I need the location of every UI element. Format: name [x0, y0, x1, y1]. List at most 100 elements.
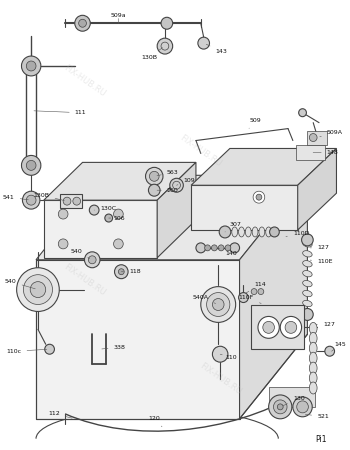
Text: 148: 148	[313, 150, 338, 155]
Ellipse shape	[303, 270, 312, 277]
Circle shape	[89, 205, 99, 215]
Circle shape	[58, 239, 68, 249]
Circle shape	[211, 245, 217, 251]
Circle shape	[21, 56, 41, 76]
Ellipse shape	[309, 372, 317, 384]
Circle shape	[113, 239, 123, 249]
Circle shape	[45, 344, 55, 354]
Ellipse shape	[303, 241, 312, 247]
Bar	[307, 130, 327, 144]
Text: 130: 130	[283, 396, 304, 406]
Text: 540: 540	[5, 279, 35, 289]
Text: 120: 120	[148, 416, 162, 427]
Circle shape	[17, 268, 59, 311]
Circle shape	[170, 178, 183, 192]
Polygon shape	[36, 176, 307, 260]
Circle shape	[273, 400, 287, 414]
Text: 509: 509	[249, 118, 261, 128]
Text: 509a: 509a	[111, 13, 126, 18]
Text: 110F: 110F	[239, 295, 261, 303]
Text: 127: 127	[316, 322, 335, 327]
Bar	[251, 305, 304, 349]
Text: 110c: 110c	[6, 349, 47, 354]
Text: 114: 114	[246, 282, 266, 293]
Circle shape	[297, 401, 308, 413]
Circle shape	[219, 226, 231, 238]
Bar	[268, 387, 315, 407]
Text: FIX-HUB.RU: FIX-HUB.RU	[62, 262, 107, 297]
Ellipse shape	[252, 227, 258, 237]
Circle shape	[253, 191, 265, 203]
Polygon shape	[191, 185, 298, 230]
Text: 260: 260	[157, 188, 178, 193]
Circle shape	[212, 298, 224, 310]
Text: 110E: 110E	[310, 259, 332, 264]
Text: FIX-HUB.RU: FIX-HUB.RU	[178, 133, 223, 168]
Ellipse shape	[309, 322, 317, 334]
Circle shape	[63, 197, 71, 205]
Polygon shape	[44, 162, 196, 200]
Text: 106: 106	[109, 216, 125, 220]
Circle shape	[88, 256, 96, 264]
Text: 143: 143	[206, 44, 227, 54]
Circle shape	[256, 194, 262, 200]
Circle shape	[205, 245, 210, 251]
Circle shape	[212, 346, 228, 362]
Text: 118: 118	[121, 269, 141, 274]
Circle shape	[30, 282, 46, 297]
Circle shape	[325, 346, 335, 356]
Text: 540: 540	[71, 249, 90, 258]
Polygon shape	[239, 176, 307, 419]
Bar	[60, 194, 82, 208]
Polygon shape	[157, 162, 196, 258]
Text: 112: 112	[49, 411, 72, 418]
Text: FIX-HUB.RU: FIX-HUB.RU	[198, 361, 243, 397]
Circle shape	[114, 265, 128, 279]
Ellipse shape	[303, 280, 312, 287]
Circle shape	[146, 167, 163, 185]
Circle shape	[26, 160, 36, 171]
Ellipse shape	[309, 342, 317, 354]
Circle shape	[58, 209, 68, 219]
Text: 127: 127	[310, 245, 329, 250]
Circle shape	[277, 404, 283, 410]
Text: 541: 541	[3, 195, 28, 200]
Polygon shape	[298, 148, 336, 230]
Circle shape	[23, 274, 52, 305]
Polygon shape	[36, 260, 239, 419]
Text: 110: 110	[220, 354, 237, 360]
Circle shape	[84, 252, 100, 268]
Circle shape	[285, 321, 297, 333]
Text: 307: 307	[225, 222, 242, 232]
Circle shape	[161, 17, 173, 29]
Circle shape	[309, 134, 317, 141]
Ellipse shape	[309, 362, 317, 374]
Text: 140: 140	[217, 248, 237, 256]
Circle shape	[263, 321, 274, 333]
Circle shape	[230, 243, 239, 253]
Text: 521: 521	[305, 414, 329, 419]
Bar	[296, 145, 325, 160]
Ellipse shape	[303, 290, 312, 297]
Ellipse shape	[309, 382, 317, 394]
Circle shape	[218, 245, 224, 251]
Circle shape	[22, 191, 40, 209]
Ellipse shape	[266, 227, 272, 237]
Circle shape	[302, 234, 313, 246]
Ellipse shape	[303, 261, 312, 267]
Ellipse shape	[232, 227, 238, 237]
Polygon shape	[44, 200, 157, 258]
Circle shape	[75, 15, 90, 31]
Circle shape	[280, 316, 302, 338]
Ellipse shape	[309, 333, 317, 344]
Circle shape	[157, 38, 173, 54]
Ellipse shape	[303, 310, 312, 317]
Circle shape	[21, 155, 41, 176]
Circle shape	[258, 288, 264, 295]
Circle shape	[201, 287, 236, 322]
Text: 110D: 110D	[286, 231, 309, 236]
Text: FIX-HUB.RU: FIX-HUB.RU	[62, 63, 107, 99]
Circle shape	[26, 195, 36, 205]
Circle shape	[251, 288, 257, 295]
Text: 509A: 509A	[320, 130, 343, 137]
